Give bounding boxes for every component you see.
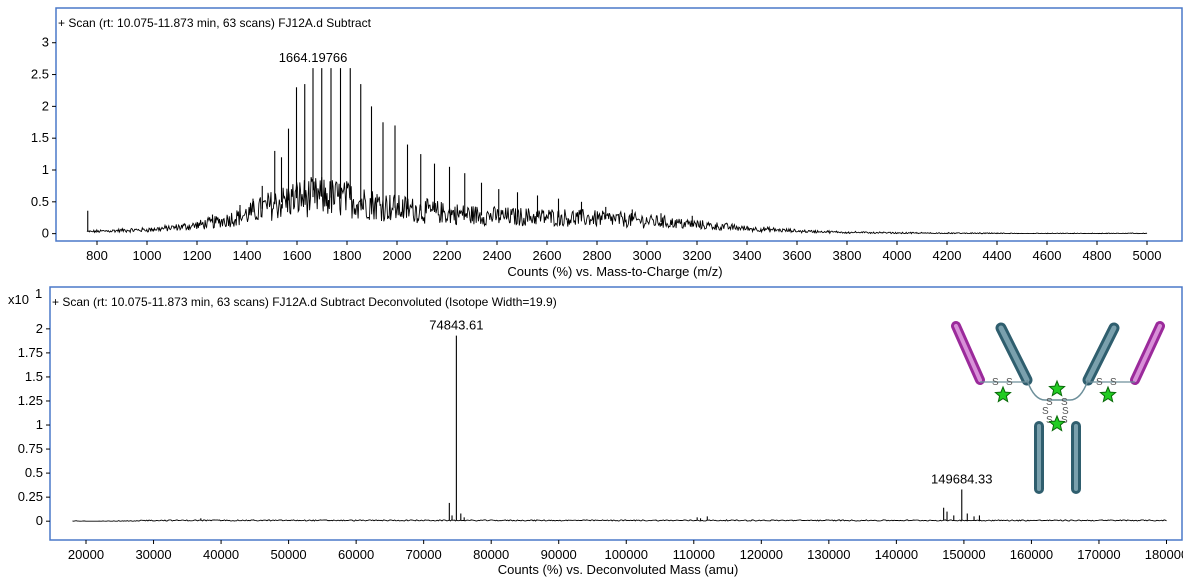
x-tick-label: 20000	[68, 547, 104, 562]
y-tick-label: 0.5	[25, 465, 43, 480]
x-tick-label: 160000	[1010, 547, 1053, 562]
disulfide-s: S	[1061, 397, 1068, 408]
hinge-connector	[1026, 379, 1089, 401]
x-tick-label: 2600	[533, 248, 562, 263]
bottom-plot-frame	[49, 286, 1183, 541]
disulfide-s: S	[1096, 377, 1103, 388]
drug-payload-star	[1099, 385, 1117, 403]
left-light-chain-core	[954, 324, 982, 382]
x-tick-label: 90000	[541, 547, 577, 562]
y-tick-label: 1.5	[25, 369, 43, 384]
x-tick-label: 1800	[333, 248, 362, 263]
bottom-spectrum-trace	[72, 519, 1167, 522]
y-tick-label: 2.5	[31, 67, 49, 82]
y-tick-label: 2	[36, 321, 43, 336]
x-tick-label: 130000	[807, 547, 850, 562]
top-plot-frame	[55, 7, 1183, 242]
x-tick-label: 2200	[433, 248, 462, 263]
x-tick-label: 50000	[271, 547, 307, 562]
y-tick-label: 1	[42, 162, 49, 177]
x-tick-label: 120000	[740, 547, 783, 562]
y-tick-label: 0	[36, 513, 43, 528]
x-tick-label: 800	[86, 248, 108, 263]
disulfide-s: S	[1046, 397, 1053, 408]
x-tick-label: 4000	[883, 248, 912, 263]
drug-payload-star	[994, 385, 1012, 403]
x-tick-label: 3000	[633, 248, 662, 263]
y-tick-label: 3	[42, 35, 49, 50]
y-tick-label: 1.5	[31, 130, 49, 145]
bottom-panel: + Scan (rt: 10.075-11.873 min, 63 scans)…	[8, 286, 1183, 577]
disulfide-s: S	[1006, 377, 1013, 388]
x-tick-label: 170000	[1077, 547, 1120, 562]
x-tick-label: 40000	[203, 547, 239, 562]
disulfide-s: S	[1061, 415, 1068, 426]
x-tick-label: 2400	[483, 248, 512, 263]
peak-annotation: 1664.19766	[279, 50, 348, 65]
x-tick-label: 150000	[942, 547, 985, 562]
disulfide-s: S	[1062, 406, 1069, 417]
x-tick-label: 30000	[135, 547, 171, 562]
x-tick-label: 1400	[233, 248, 262, 263]
right-heavy-chain-arm-core	[1085, 325, 1117, 383]
y-tick-label: 1.25	[18, 393, 43, 408]
drug-payload-star	[1048, 414, 1066, 432]
x-tick-label: 60000	[338, 547, 374, 562]
disulfide-s: S	[1046, 415, 1053, 426]
x-tick-label: 100000	[605, 547, 648, 562]
x-tick-label: 3400	[733, 248, 762, 263]
x-tick-label: 4600	[1033, 248, 1062, 263]
x-tick-label: 1000	[133, 248, 162, 263]
x-tick-label: 4800	[1083, 248, 1112, 263]
top-x-axis-label: Counts (%) vs. Mass-to-Charge (m/z)	[507, 264, 722, 279]
x-tick-label: 80000	[473, 547, 509, 562]
disulfide-s: S	[992, 377, 999, 388]
x-tick-label: 3200	[683, 248, 712, 263]
x-tick-label: 1200	[183, 248, 212, 263]
x-tick-label: 3600	[783, 248, 812, 263]
peak-annotation: 149684.33	[931, 471, 992, 486]
peak-annotation: 74843.61	[429, 318, 483, 333]
bottom-title: + Scan (rt: 10.075-11.873 min, 63 scans)…	[52, 295, 557, 309]
left-heavy-chain-arm-core	[998, 325, 1030, 383]
x-tick-label: 4400	[983, 248, 1012, 263]
x-tick-label: 2800	[583, 248, 612, 263]
disulfide-s: S	[1110, 377, 1117, 388]
x-tick-label: 2000	[383, 248, 412, 263]
x-tick-label: 180000	[1145, 547, 1183, 562]
y-multiplier-label: x10	[8, 292, 29, 307]
disulfide-s: S	[1042, 406, 1049, 417]
antibody-schematic: S S S S S S S S S S	[951, 321, 1165, 494]
right-light-chain-core	[1133, 324, 1162, 382]
y-tick-label: 1.75	[18, 345, 43, 360]
x-tick-label: 4200	[933, 248, 962, 263]
top-panel: + Scan (rt: 10.075-11.873 min, 63 scans)…	[31, 7, 1183, 279]
top-spectrum-trace	[86, 176, 1148, 235]
x-tick-label: 5000	[1133, 248, 1162, 263]
bottom-x-axis-label: Counts (%) vs. Deconvoluted Mass (amu)	[498, 562, 739, 577]
top-title: + Scan (rt: 10.075-11.873 min, 63 scans)…	[58, 16, 372, 30]
x-tick-label: 110000	[673, 547, 715, 562]
y-tick-label: 0	[42, 226, 49, 241]
x-tick-label: 3800	[833, 248, 862, 263]
x-tick-label: 70000	[406, 547, 442, 562]
y-tick-label: 2	[42, 98, 49, 113]
x-tick-label: 1600	[283, 248, 312, 263]
drug-payload-star	[1048, 379, 1066, 397]
x-tick-label: 140000	[875, 547, 918, 562]
y-exponent-label: 1	[35, 286, 42, 301]
y-tick-label: 0.5	[31, 194, 49, 209]
y-tick-label: 0.25	[18, 489, 43, 504]
y-tick-label: 1	[36, 417, 43, 432]
y-tick-label: 0.75	[18, 441, 43, 456]
